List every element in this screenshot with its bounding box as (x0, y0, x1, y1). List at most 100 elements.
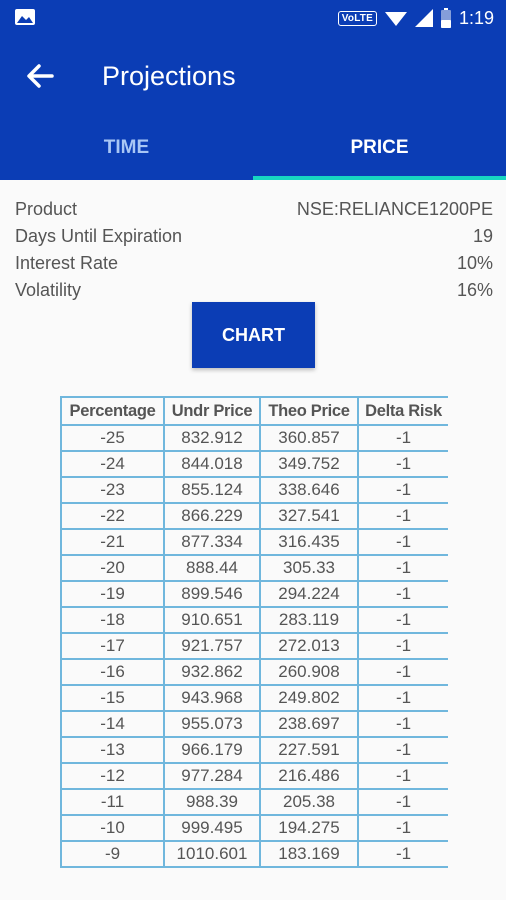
table-row: -17 921.757 272.013 -1 (60, 632, 448, 660)
cell-theo-price: 316.435 (259, 528, 359, 556)
table-row: -9 1010.601 183.169 -1 (60, 840, 448, 868)
cell-percentage: -11 (60, 788, 165, 816)
cell-undr-price: 988.39 (163, 788, 261, 816)
cell-delta-risk: -1 (357, 710, 448, 738)
cell-theo-price: 305.33 (259, 554, 359, 582)
cell-theo-price: 349.752 (259, 450, 359, 478)
cell-undr-price: 899.546 (163, 580, 261, 608)
info-row-product: Product NSE:RELIANCE1200PE (15, 196, 493, 223)
cell-theo-price: 183.169 (259, 840, 359, 868)
info-row-interest-rate: Interest Rate 10% (15, 250, 493, 277)
cell-percentage: -13 (60, 736, 165, 764)
table-row: -23 855.124 338.646 -1 (60, 476, 448, 504)
table-row: -16 932.862 260.908 -1 (60, 658, 448, 686)
cell-undr-price: 888.44 (163, 554, 261, 582)
cell-undr-price: 999.495 (163, 814, 261, 842)
header-theo-price: Theo Price (259, 396, 359, 426)
projection-table-scroll[interactable]: Percentage Undr Price Theo Price Delta R… (60, 396, 448, 886)
cell-undr-price: 866.229 (163, 502, 261, 530)
table-header-row: Percentage Undr Price Theo Price Delta R… (60, 396, 448, 426)
projection-table: Percentage Undr Price Theo Price Delta R… (60, 396, 448, 868)
cell-delta-risk: -1 (357, 450, 448, 478)
table-row: -22 866.229 327.541 -1 (60, 502, 448, 530)
cell-percentage: -18 (60, 606, 165, 634)
cell-delta-risk: -1 (357, 658, 448, 686)
cell-delta-risk: -1 (357, 762, 448, 790)
cell-delta-risk: -1 (357, 814, 448, 842)
table-row: -19 899.546 294.224 -1 (60, 580, 448, 608)
cell-theo-price: 260.908 (259, 658, 359, 686)
cell-theo-price: 272.013 (259, 632, 359, 660)
table-row: -15 943.968 249.802 -1 (60, 684, 448, 712)
info-row-days: Days Until Expiration 19 (15, 223, 493, 250)
cell-delta-risk: -1 (357, 840, 448, 868)
cell-undr-price: 921.757 (163, 632, 261, 660)
cell-undr-price: 910.651 (163, 606, 261, 634)
cell-percentage: -23 (60, 476, 165, 504)
table-row: -14 955.073 238.697 -1 (60, 710, 448, 738)
header-delta-risk: Delta Risk (357, 396, 448, 426)
info-label: Product (15, 199, 78, 219)
info-label: Days Until Expiration (15, 226, 183, 246)
cell-percentage: -12 (60, 762, 165, 790)
tab-time[interactable]: TIME (103, 137, 150, 158)
cell-undr-price: 1010.601 (163, 840, 261, 868)
cell-theo-price: 249.802 (259, 684, 359, 712)
info-value: 16% (456, 280, 493, 300)
tab-price[interactable]: PRICE (253, 124, 506, 180)
cell-percentage: -15 (60, 684, 165, 712)
volte-badge: VoLTE (337, 10, 377, 26)
cell-percentage: -10 (60, 814, 165, 842)
cell-percentage: -9 (60, 840, 165, 868)
cell-delta-risk: -1 (357, 580, 448, 608)
cell-delta-risk: -1 (357, 788, 448, 816)
info-value: 19 (472, 226, 493, 246)
cell-signal-icon (414, 9, 433, 27)
cell-theo-price: 194.275 (259, 814, 359, 842)
cell-undr-price: 855.124 (163, 476, 261, 504)
cell-percentage: -22 (60, 502, 165, 530)
cell-percentage: -17 (60, 632, 165, 660)
cell-theo-price: 216.486 (259, 762, 359, 790)
header-percentage: Percentage (60, 396, 165, 426)
cell-delta-risk: -1 (357, 528, 448, 556)
battery-icon (440, 8, 451, 28)
tab-bar: TIME PRICE (0, 124, 506, 180)
cell-theo-price: 238.697 (259, 710, 359, 738)
chart-button[interactable]: CHART (192, 302, 315, 368)
table-row: -18 910.651 283.119 -1 (60, 606, 448, 634)
cell-percentage: -25 (60, 424, 165, 452)
table-row: -13 966.179 227.591 -1 (60, 736, 448, 764)
table-row: -21 877.334 316.435 -1 (60, 528, 448, 556)
cell-theo-price: 360.857 (259, 424, 359, 452)
table-row: -12 977.284 216.486 -1 (60, 762, 448, 790)
header-undr-price: Undr Price (163, 396, 261, 426)
cell-undr-price: 943.968 (163, 684, 261, 712)
cell-theo-price: 327.541 (259, 502, 359, 530)
cell-undr-price: 844.018 (163, 450, 261, 478)
cell-delta-risk: -1 (357, 606, 448, 634)
cell-theo-price: 205.38 (259, 788, 359, 816)
info-value: 10% (456, 253, 493, 273)
cell-percentage: -19 (60, 580, 165, 608)
cell-delta-risk: -1 (357, 554, 448, 582)
table-row: -10 999.495 194.275 -1 (60, 814, 448, 842)
app-bar: Projections TIME PRICE (0, 36, 506, 180)
cell-undr-price: 977.284 (163, 762, 261, 790)
cell-theo-price: 283.119 (259, 606, 359, 634)
cell-percentage: -20 (60, 554, 165, 582)
cell-delta-risk: -1 (357, 502, 448, 530)
table-row: -24 844.018 349.752 -1 (60, 450, 448, 478)
info-row-volatility: Volatility 16% (15, 277, 493, 304)
cell-undr-price: 877.334 (163, 528, 261, 556)
status-time: 1:19 (458, 7, 494, 28)
cell-percentage: -24 (60, 450, 165, 478)
cell-theo-price: 294.224 (259, 580, 359, 608)
info-label: Interest Rate (15, 253, 119, 273)
cell-undr-price: 955.073 (163, 710, 261, 738)
page-title: Projections (102, 61, 236, 91)
back-arrow-icon[interactable] (22, 58, 58, 94)
cell-delta-risk: -1 (357, 424, 448, 452)
cell-undr-price: 966.179 (163, 736, 261, 764)
wifi-icon (384, 12, 407, 26)
